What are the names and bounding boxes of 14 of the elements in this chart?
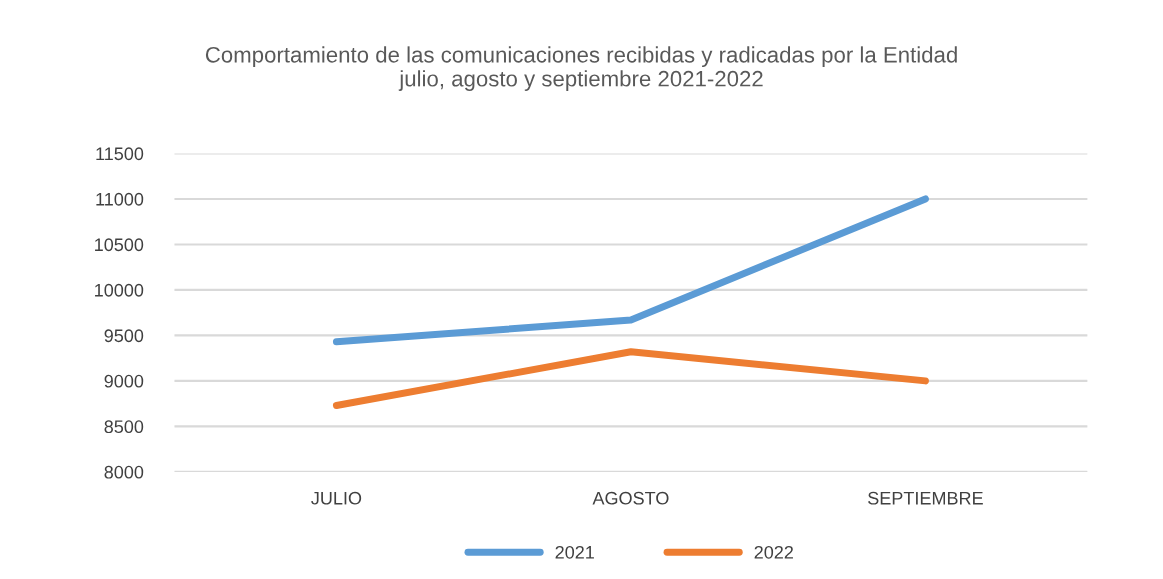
y-tick-label: 11000: [96, 192, 144, 206]
x-tick-label: SEPTIEMBRE: [868, 491, 983, 505]
y-tick-label: 9000: [104, 374, 144, 388]
legend-label: 2022: [754, 545, 793, 559]
y-tick-label: 10000: [95, 283, 144, 297]
y-tick-label: 10500: [95, 238, 144, 252]
chart-title: Comportamiento de las comunicaciones recibidas y radicadas por la Entidad julio, agosto y septiembre 2021-2022: [205, 46, 957, 91]
x-tick-label: AGOSTO: [592, 491, 669, 505]
y-tick-label: 8500: [104, 420, 144, 434]
y-tick-label: 11500: [96, 147, 144, 161]
legend-label: 2021: [555, 545, 594, 559]
x-tick-label: JULIO: [311, 491, 362, 505]
y-tick-label: 9500: [104, 329, 144, 343]
y-tick-label: 8000: [104, 465, 144, 479]
